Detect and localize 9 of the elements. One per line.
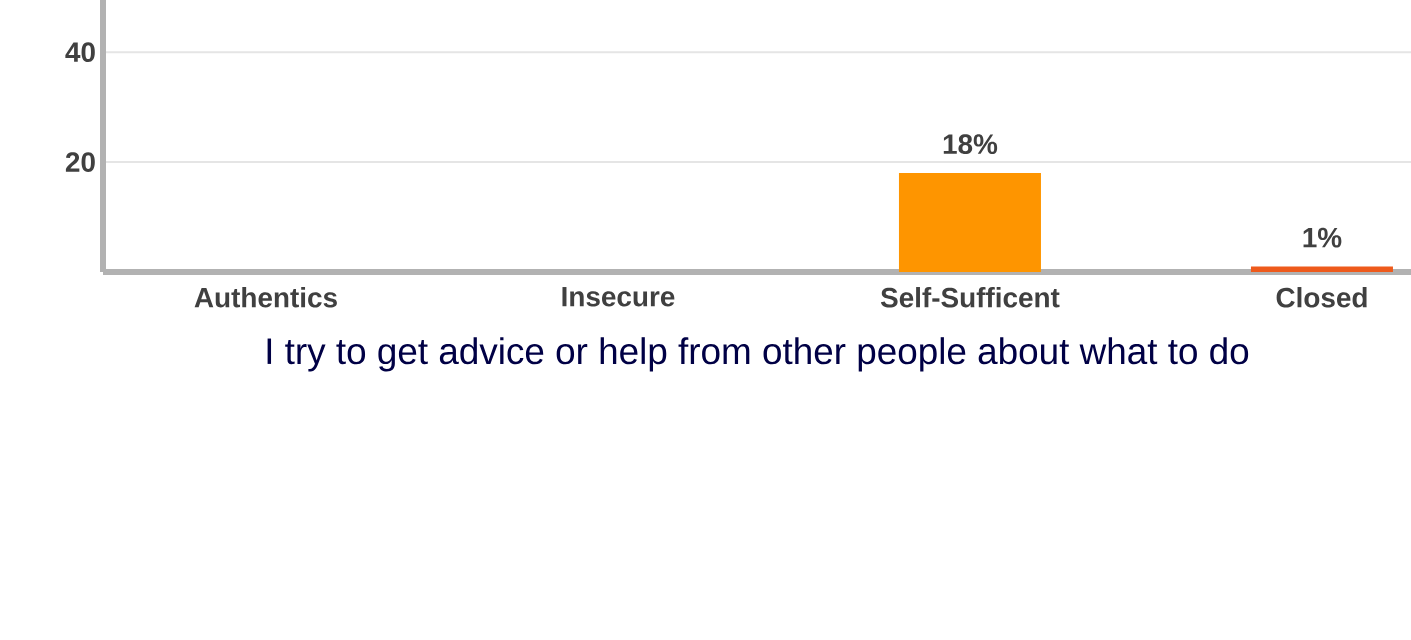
x-axis-title: I try to get advice or help from other people about what to do bbox=[267, 337, 1249, 372]
x-tick-label: Insecure bbox=[562, 287, 675, 307]
y-tick-label: 40 bbox=[65, 42, 95, 63]
data-label: 18% bbox=[943, 134, 998, 155]
x-tick-label: Closed bbox=[1276, 287, 1367, 308]
x-tick-label: Self-Sufficent bbox=[880, 287, 1060, 308]
data-label: 1% bbox=[1303, 227, 1342, 248]
x-tick-label: Authentics bbox=[194, 287, 337, 308]
y-tick-label: 20 bbox=[65, 152, 95, 172]
